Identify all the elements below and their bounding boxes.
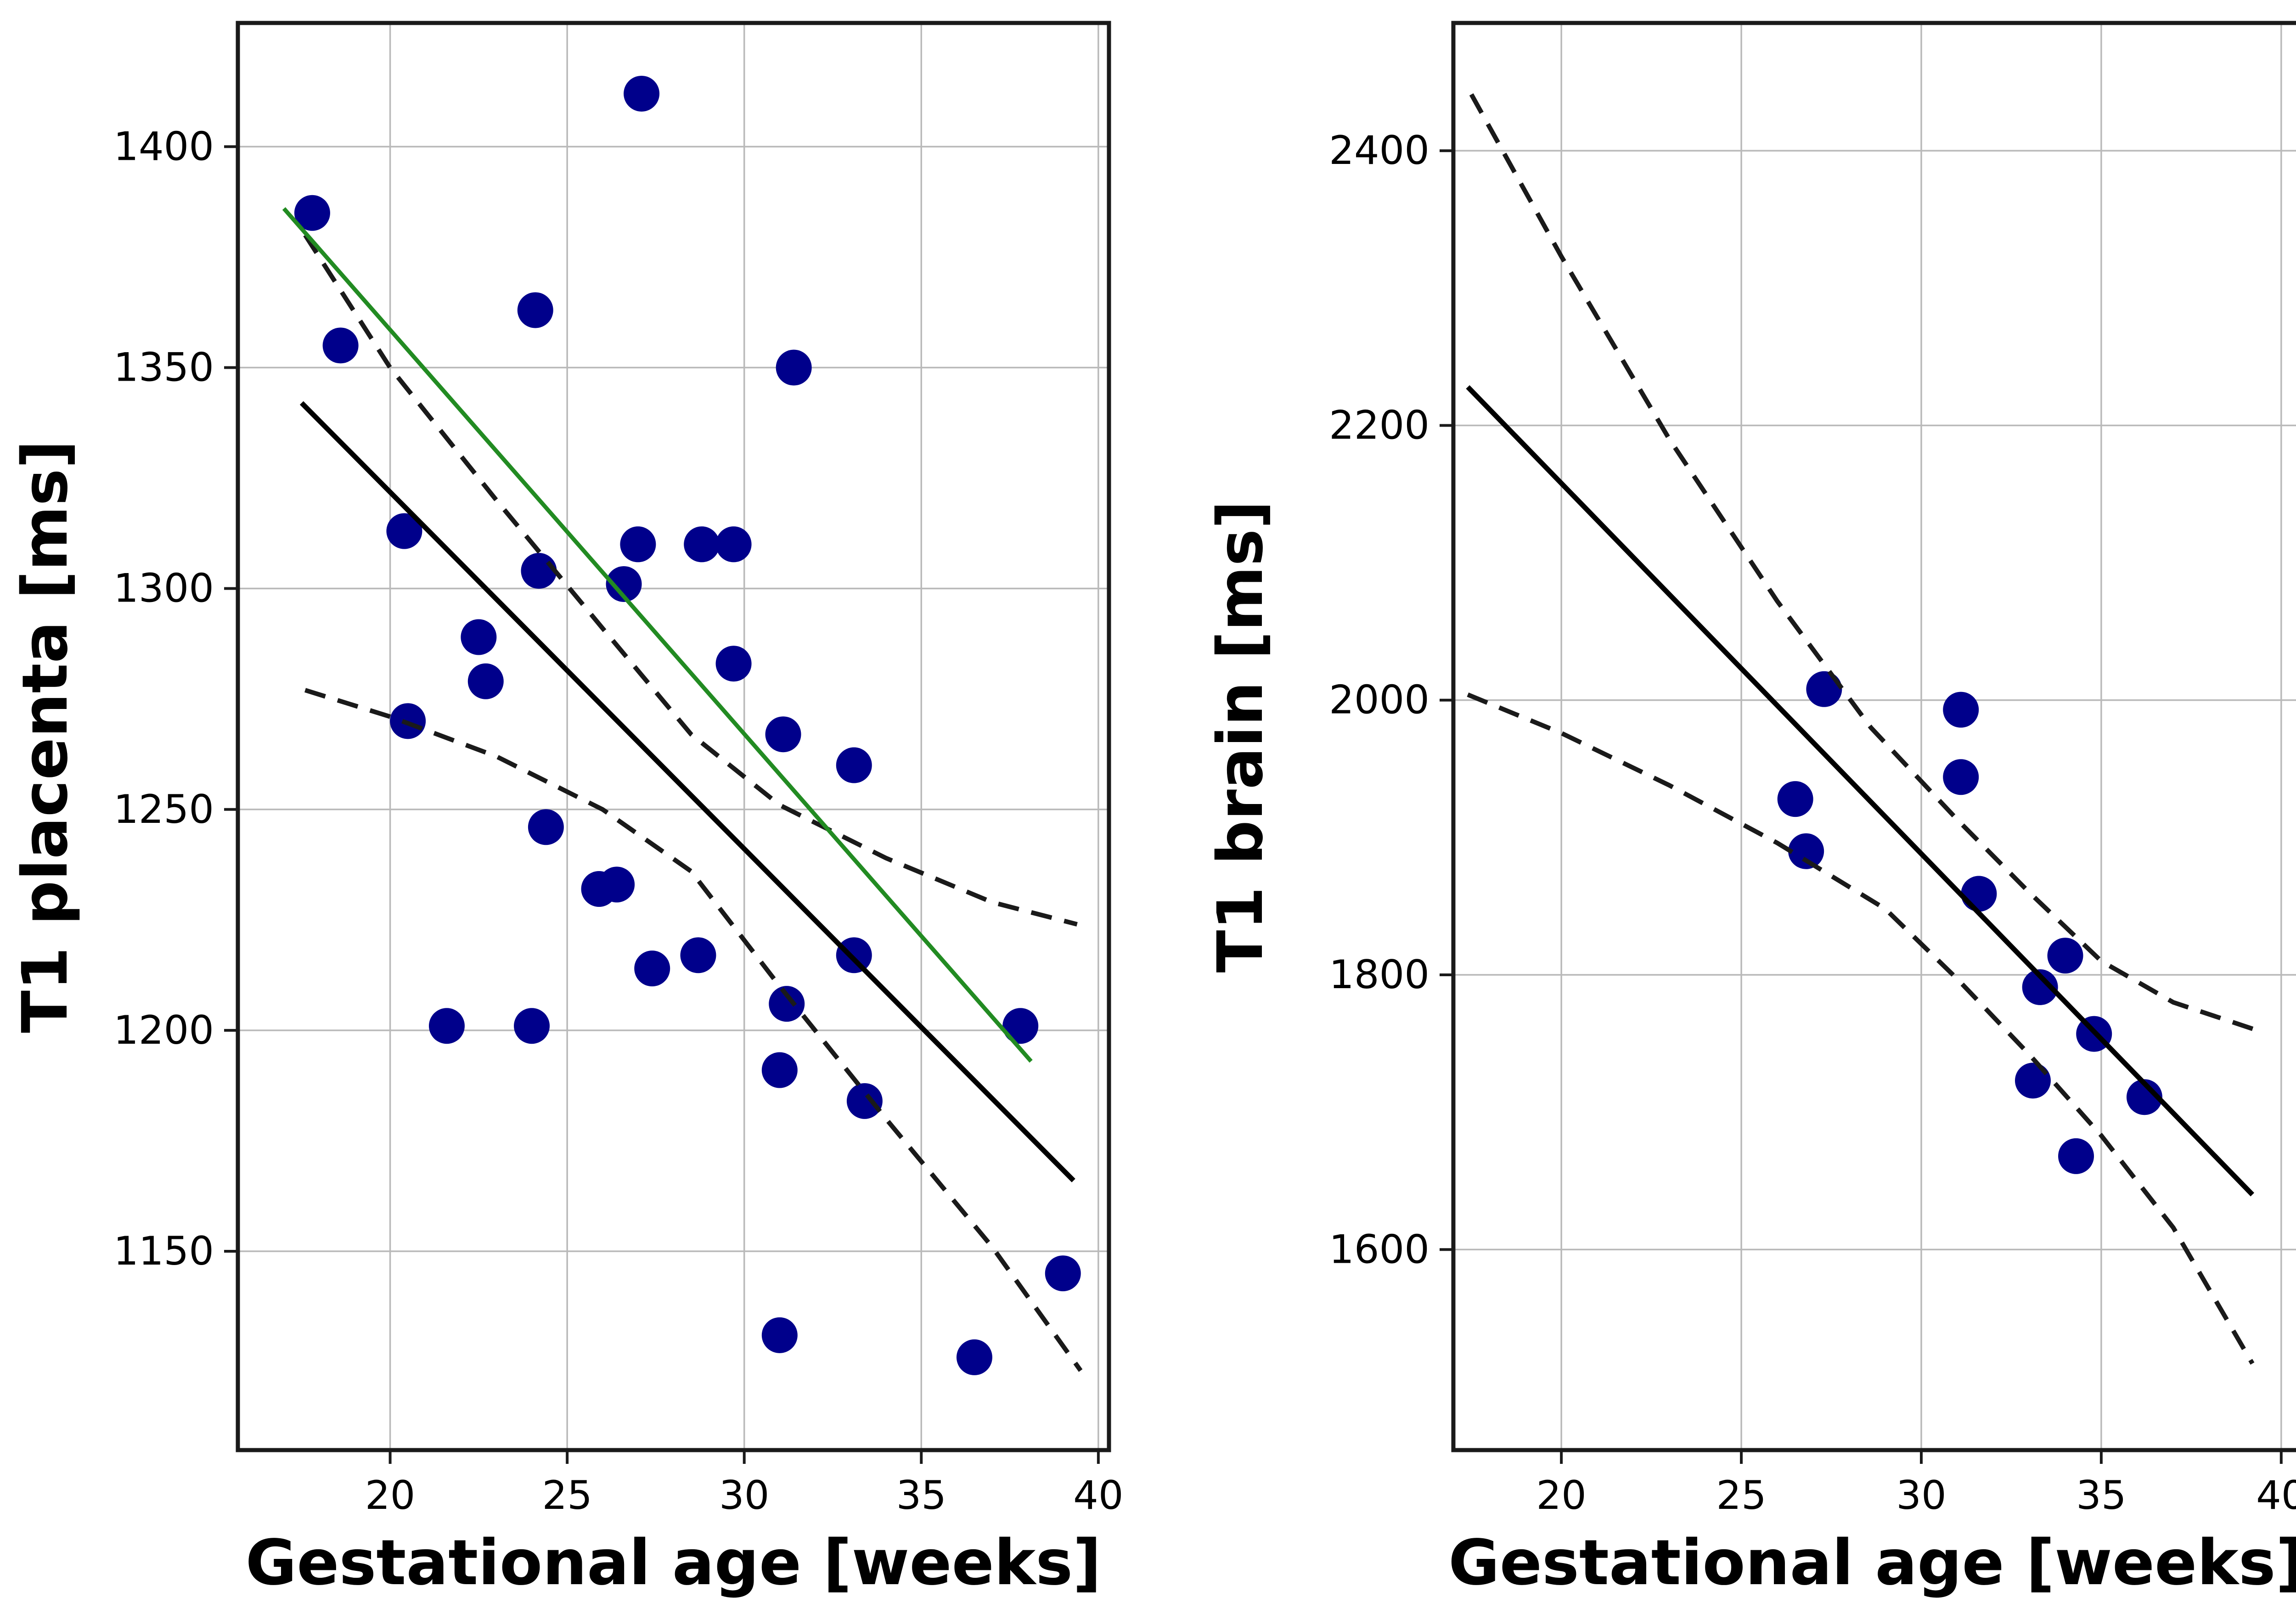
- data-point: [2022, 969, 2058, 1005]
- y-tick-label: 2000: [1329, 677, 1429, 723]
- data-point: [680, 937, 716, 973]
- y-tick-label: 1350: [113, 345, 214, 391]
- data-point: [606, 566, 642, 602]
- data-point: [1777, 781, 1813, 817]
- x-tick-label: 25: [1716, 1473, 1766, 1519]
- y-tick-label: 1800: [1329, 952, 1429, 998]
- x-tick-label: 30: [719, 1473, 769, 1519]
- data-point: [684, 526, 720, 562]
- x-tick-label: 35: [896, 1473, 946, 1519]
- regression-line: [299, 401, 1075, 1182]
- x-tick-label: 30: [1896, 1473, 1946, 1519]
- data-point: [528, 809, 564, 845]
- y-axis-title: T1 placenta [ms]: [9, 440, 82, 1033]
- x-tick-label: 20: [1536, 1473, 1586, 1519]
- data-point: [1943, 759, 1979, 795]
- data-point: [521, 553, 557, 589]
- data-point: [461, 619, 497, 655]
- data-point: [765, 716, 801, 753]
- t1-brain-chart: 20 25 30 35 40 1600 1800 2000 2200 2400 Gestationa…: [1204, 21, 2296, 1599]
- data-point: [294, 195, 330, 231]
- data-point: [634, 951, 670, 987]
- data-point: [715, 646, 752, 682]
- ci-lower-dashed: [304, 688, 1083, 1372]
- data-point: [1943, 692, 1979, 728]
- data-point: [2047, 938, 2083, 974]
- data-point: [1788, 833, 1824, 869]
- x-axis-title: Gestational age [weeks]: [246, 1527, 1102, 1599]
- y-tick-label: 1200: [113, 1007, 214, 1053]
- ci-upper-dashed: [1469, 93, 2261, 1034]
- y-tick-label: 1150: [113, 1228, 214, 1274]
- data-point: [846, 1083, 883, 1119]
- data-point: [1806, 671, 1842, 707]
- y-tick-label: 2200: [1329, 402, 1429, 448]
- regression-line: [1466, 385, 2255, 1197]
- y-tick-label: 2400: [1329, 128, 1429, 174]
- x-tick-label: 20: [365, 1473, 415, 1519]
- data-point: [1961, 876, 1997, 912]
- y-tick-label: 1400: [113, 124, 214, 169]
- data-point: [761, 1052, 798, 1088]
- data-point: [836, 937, 872, 973]
- data-point: [467, 663, 504, 699]
- data-point: [715, 526, 752, 562]
- data-point: [1045, 1255, 1081, 1292]
- data-point: [2015, 1063, 2051, 1099]
- x-tick-label: 25: [542, 1473, 592, 1519]
- data-point: [517, 292, 553, 328]
- data-point: [2126, 1079, 2162, 1115]
- data-point: [2058, 1138, 2094, 1174]
- data-point: [956, 1339, 992, 1375]
- data-point: [428, 1008, 465, 1044]
- x-tick-label: 40: [1073, 1473, 1123, 1519]
- data-point: [1002, 1008, 1039, 1044]
- data-point: [599, 866, 635, 903]
- data-point: [769, 986, 805, 1022]
- data-point: [761, 1317, 798, 1353]
- data-point: [624, 75, 660, 112]
- data-point: [776, 349, 812, 386]
- x-axis-title: Gestational age [weeks]: [1448, 1527, 2296, 1599]
- x-tick-label: 35: [2076, 1473, 2126, 1519]
- data-point: [620, 526, 656, 562]
- data-point: [836, 747, 872, 783]
- y-axis-title: T1 brain [ms]: [1204, 501, 1277, 973]
- data-point: [386, 513, 422, 549]
- y-tick-label: 1250: [113, 787, 214, 832]
- ci-lower-dashed: [1467, 692, 2255, 1365]
- data-point: [514, 1008, 550, 1044]
- x-tick-label: 40: [2256, 1473, 2296, 1519]
- green-reference-line: [282, 207, 1033, 1063]
- t1-placenta-chart: 20 25 30 35 40 1150 1200 1250 1300 1350 1400 Gestat…: [9, 21, 1124, 1599]
- y-tick-label: 1300: [113, 566, 214, 612]
- axes-border: [236, 21, 1111, 1452]
- data-point: [322, 327, 359, 364]
- ci-upper-dashed: [303, 234, 1078, 927]
- y-tick-label: 1600: [1329, 1226, 1429, 1272]
- axes-border: [1451, 21, 2296, 1452]
